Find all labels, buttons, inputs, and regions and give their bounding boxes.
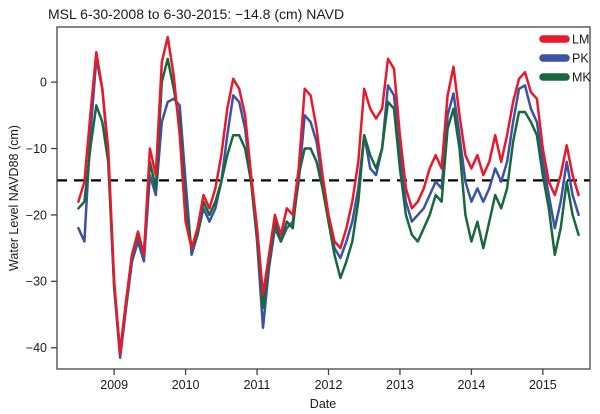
- x-axis-label: Date: [310, 397, 336, 411]
- y-tick-label: −20: [26, 208, 47, 222]
- x-tick-label: 2014: [457, 378, 485, 392]
- x-axis-ticks: 2009 2010 2011 2012 2013 2014 2015: [100, 369, 557, 392]
- x-tick-label: 2015: [529, 378, 557, 392]
- y-axis-ticks: 0 −10 −20 −30 −40: [26, 76, 57, 355]
- y-tick-label: −30: [26, 275, 47, 289]
- plot-border: [56, 26, 591, 370]
- legend-item-pk: PK: [539, 52, 589, 66]
- x-tick-label: 2009: [100, 378, 128, 392]
- legend-label-mk: MK: [572, 71, 591, 85]
- y-tick-label: 0: [40, 76, 47, 90]
- x-tick-label: 2012: [315, 378, 343, 392]
- legend: LM PK MK: [539, 33, 591, 85]
- x-tick-label: 2013: [386, 378, 414, 392]
- series-line-lm: [77, 35, 580, 356]
- legend-label-pk: PK: [572, 52, 589, 66]
- series-line-mk: [77, 57, 580, 353]
- x-tick-label: 2011: [244, 378, 271, 392]
- legend-item-mk: MK: [539, 71, 591, 85]
- chart-title: MSL 6-30-2008 to 6-30-2015: −14.8 (cm) N…: [48, 6, 344, 22]
- y-tick-label: −10: [26, 142, 47, 156]
- legend-label-lm: LM: [572, 33, 589, 47]
- x-tick-label: 2010: [172, 378, 200, 392]
- series-layer: [77, 35, 580, 359]
- legend-item-lm: LM: [539, 33, 589, 47]
- y-tick-label: −40: [26, 341, 47, 355]
- y-axis-label: Water Level NAVD88 (cm): [7, 125, 21, 271]
